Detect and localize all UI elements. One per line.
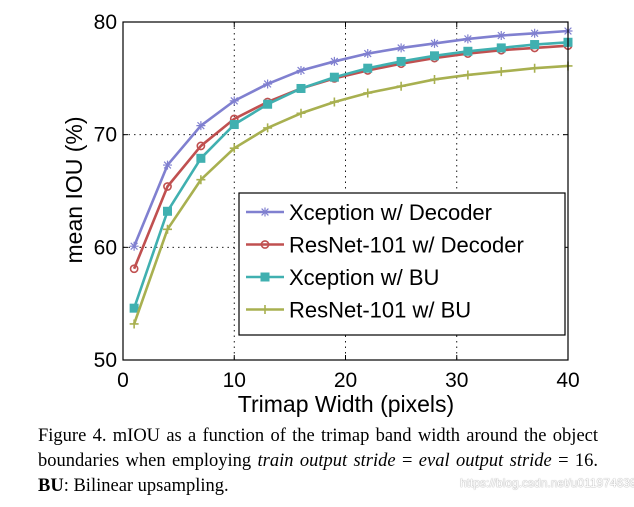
data-point: [229, 120, 239, 130]
data-point: [329, 56, 339, 66]
data-point: [129, 303, 139, 313]
data-point: [129, 264, 139, 274]
data-point: [263, 123, 273, 133]
data-point: [430, 38, 439, 48]
data-point: [363, 49, 373, 59]
watermark: https://blog.csdn.net/u011974639: [460, 476, 634, 490]
y-tick-label: 50: [94, 349, 117, 372]
data-point: [229, 96, 239, 106]
legend-marker: [260, 240, 270, 249]
legend-entry: ResNet-101 w/ BU: [246, 298, 471, 323]
data-point: [396, 81, 406, 91]
y-axis-label: mean IOU (%): [61, 117, 87, 264]
data-point: [396, 56, 406, 66]
data-point: [530, 40, 540, 50]
data-point: [296, 108, 306, 118]
data-point: [296, 83, 306, 93]
series-line: [132, 40, 569, 309]
data-point: [396, 43, 406, 53]
x-tick-label: 40: [556, 369, 579, 392]
data-point: [129, 319, 139, 329]
series-line: [132, 29, 569, 247]
data-point: [329, 72, 339, 82]
y-tick-label: 80: [94, 11, 117, 34]
data-point: [163, 224, 172, 234]
data-point: [430, 74, 439, 84]
legend-entry: Xception w/ BU: [246, 265, 439, 290]
caption-label: Figure 4.: [38, 426, 107, 446]
data-point: [196, 153, 206, 163]
caption-train-stride: train output stride: [257, 451, 396, 471]
legend-marker: [260, 207, 270, 217]
figure-caption: Figure 4. mIOU as a function of the trim…: [38, 424, 598, 499]
data-point: [329, 97, 339, 107]
data-point: [163, 160, 172, 170]
chart-legend: Xception w/ Decoder ResNet-101 w/ Decoder…: [238, 192, 566, 336]
series-4: [129, 61, 573, 329]
data-point: [496, 43, 506, 53]
data-point: [163, 182, 172, 191]
data-point: [196, 121, 206, 131]
data-point: [296, 65, 306, 75]
legend-box: [238, 192, 566, 336]
data-point: [463, 34, 473, 44]
data-point: [463, 46, 473, 56]
data-point: [263, 99, 273, 109]
data-point: [263, 79, 273, 89]
y-tick-label: 70: [94, 124, 117, 147]
series-1: [129, 26, 573, 251]
x-tick-label: 0: [117, 369, 129, 392]
legend-marker: [260, 305, 270, 314]
series-line: [132, 64, 569, 325]
legend-label: Xception w/ Decoder: [289, 200, 492, 225]
data-point: [496, 31, 506, 41]
data-point: [196, 141, 206, 151]
chart-series: [129, 26, 573, 329]
caption-bu-abbrev: BU: [38, 476, 64, 496]
x-axis-label: Trimap Width (pixels): [238, 391, 454, 417]
y-tick-label: 60: [94, 236, 117, 259]
legend-entry: ResNet-101 w/ Decoder: [246, 233, 524, 258]
axis-ticks: 0 10 20 30 40 50 60 70 80: [94, 11, 580, 392]
data-point: [363, 88, 373, 98]
data-point: [163, 206, 172, 216]
caption-bu-desc: : Bilinear upsampling.: [63, 476, 229, 496]
legend-label: ResNet-101 w/ Decoder: [289, 233, 524, 258]
data-point: [129, 241, 139, 251]
data-point: [196, 175, 206, 185]
data-point: [430, 51, 439, 61]
data-point: [463, 70, 473, 80]
data-point: [530, 63, 540, 73]
legend-marker: [260, 272, 270, 282]
caption-stride-value: = 16.: [558, 451, 599, 471]
legend-entry: Xception w/ Decoder: [246, 200, 492, 225]
data-point: [496, 67, 506, 77]
legend-label: Xception w/ BU: [289, 265, 439, 290]
caption-eval-stride: eval output stride: [418, 451, 552, 471]
data-point: [530, 28, 540, 38]
caption-equals: =: [401, 451, 413, 471]
x-tick-label: 30: [445, 369, 468, 392]
series-line: [132, 44, 569, 270]
data-point: [229, 143, 239, 153]
legend-label: ResNet-101 w/ BU: [289, 298, 471, 323]
x-tick-label: 20: [334, 369, 357, 392]
data-point: [363, 63, 373, 73]
caption-text: mIOU as a function of the trimap band wi…: [38, 426, 599, 471]
x-tick-label: 10: [223, 369, 246, 392]
